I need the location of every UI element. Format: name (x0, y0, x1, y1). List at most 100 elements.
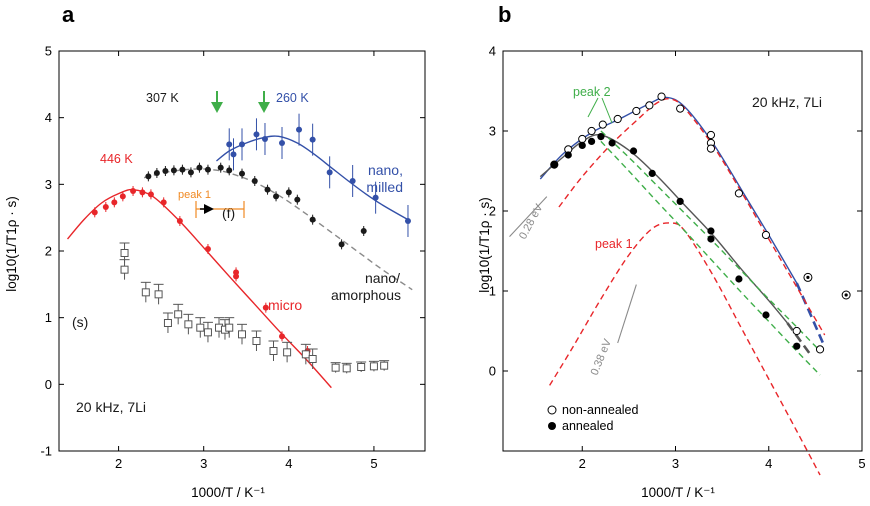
a-point-2-5 (187, 169, 194, 176)
a-point-0-9 (204, 246, 211, 252)
panel-a-xlabel: 1000/T / K⁻¹ (191, 485, 265, 500)
a-point-1-11 (404, 218, 411, 224)
b-fit-0 (539, 96, 798, 284)
a-xtick-label-2: 2 (115, 456, 122, 471)
b-point-filled-6 (629, 147, 638, 155)
b-annot-peak1: peak 1 (595, 237, 633, 251)
a-point-3-13 (252, 337, 261, 345)
a-point-3-6 (184, 320, 193, 329)
a-point-0-12 (262, 304, 269, 311)
a-point-1-10 (372, 194, 379, 201)
a-point-2-14 (285, 189, 292, 196)
a-ytick-label-2: 2 (45, 244, 52, 259)
legend-open-marker (547, 405, 557, 415)
a-point-1-2 (239, 141, 245, 148)
a-xtick-label-5: 5 (370, 456, 377, 471)
b-fit-5 (549, 222, 821, 476)
a-point-3-5 (174, 310, 183, 319)
b-point-filled-7 (648, 169, 656, 177)
a-point-1-5 (279, 140, 286, 146)
a-point-3-16 (301, 350, 310, 359)
b-point-filled-9 (707, 227, 715, 235)
b-fit-4 (558, 98, 826, 336)
a-point-4-2 (357, 363, 366, 371)
a-arrow-260k (258, 91, 270, 113)
a-point-4-1 (342, 364, 351, 373)
b-point-filled-3 (587, 137, 596, 145)
panel-b-letter: b (498, 2, 511, 27)
a-annot-s: (s) (72, 314, 88, 330)
b-annot-038ev: 0.38 eV (589, 337, 615, 377)
a-annot-nano-milled-1: nano, (368, 162, 403, 178)
a-point-0-3 (119, 193, 126, 200)
b-point-filled-8 (676, 197, 684, 205)
b-point-filled-11 (735, 275, 743, 283)
a-point-0-1 (102, 204, 109, 210)
b-point-open-6 (632, 106, 641, 116)
a-ytick-label-1: 1 (45, 310, 52, 325)
a-point-0-11 (233, 269, 240, 276)
b-point-open-3 (587, 126, 596, 136)
a-point-0-8 (176, 218, 183, 224)
b-point-filled-0 (550, 161, 558, 169)
a-point-3-1 (120, 265, 129, 274)
a-annot-peak1: peak 1 (178, 189, 211, 201)
a-point-0-2 (111, 199, 118, 206)
a-point-3-17 (308, 355, 317, 363)
b-ytick-label-0: 0 (489, 364, 496, 379)
b-fit-3 (786, 322, 812, 356)
a-annot-260k: 260 K (276, 91, 309, 105)
b-legend: non-annealed annealed (547, 403, 639, 433)
b-point-outlier-dot-0 (806, 275, 810, 279)
a-point-1-9 (349, 178, 356, 184)
a-point-1-3 (253, 131, 260, 138)
legend-non-annealed: non-annealed (562, 403, 639, 417)
b-fit-9 (617, 284, 637, 344)
b-fit-1 (795, 282, 826, 348)
b-ytick-label-3: 3 (489, 124, 496, 139)
a-annot-446k: 446 K (100, 152, 133, 166)
a-point-2-3 (170, 167, 177, 174)
a-point-2-7 (204, 166, 211, 173)
a-point-2-16 (309, 216, 316, 223)
a-point-0-13 (279, 333, 286, 340)
a-annot-nano-amorph-1: nano/ (365, 270, 400, 286)
b-xtick-label-3: 3 (672, 456, 679, 471)
b-point-filled-12 (762, 311, 770, 319)
b-peak2-pointers (587, 97, 613, 124)
a-point-2-12 (264, 186, 271, 193)
a-axes-frame (58, 50, 426, 452)
b-point-filled-1 (564, 151, 572, 159)
panel-a-chart: a 2 3 4 5 -1 0 1 2 3 4 5 1000/T / K⁻¹ log10(1/T1ρ … (4, 2, 426, 500)
b-point-open-16 (815, 345, 825, 354)
b-fit-2 (539, 134, 788, 324)
b-point-open-13 (734, 189, 744, 198)
a-point-1-8 (326, 169, 333, 176)
a-annot-nano-amorph-2: amorphous (331, 287, 401, 303)
b-point-filled-4 (597, 133, 605, 141)
b-point-open-12 (706, 144, 716, 153)
b-ytick-label-4: 4 (489, 44, 496, 59)
a-point-2-8 (217, 164, 224, 171)
panel-a-letter: a (62, 2, 75, 27)
a-annot-cond: 20 kHz, 7Li (76, 399, 146, 415)
panel-a-plot-area: 2 3 4 5 -1 0 1 2 3 4 5 (40, 44, 426, 471)
b-point-open-5 (613, 114, 622, 124)
a-point-3-4 (163, 319, 172, 327)
a-xtick-label-4: 4 (285, 456, 292, 471)
a-fit-0 (66, 188, 332, 389)
panel-a-ylabel: log10(1/T1ρ · s) (4, 196, 19, 291)
a-point-1-7 (309, 136, 316, 143)
a-point-3-15 (283, 348, 292, 357)
b-point-outlier-dot-1 (844, 293, 848, 297)
a-annot-f: (f) (222, 205, 235, 221)
a-point-2-2 (162, 168, 169, 174)
a-point-3-14 (269, 347, 278, 355)
b-point-open-7 (645, 101, 654, 110)
b-point-open-15 (792, 326, 801, 336)
a-point-1-1 (230, 151, 237, 158)
a-point-0-5 (139, 189, 146, 196)
b-ytick-label-1: 1 (489, 284, 496, 299)
a-ytick-label-0: 0 (45, 377, 52, 392)
